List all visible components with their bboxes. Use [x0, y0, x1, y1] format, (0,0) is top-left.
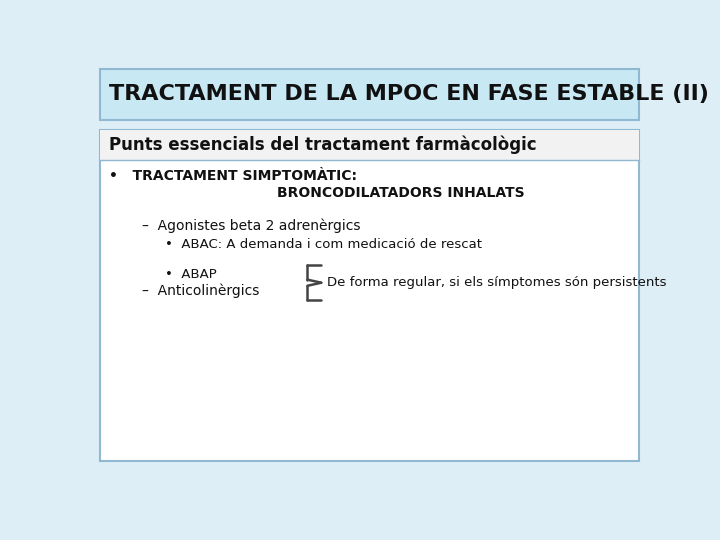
Text: BRONCODILATADORS INHALATS: BRONCODILATADORS INHALATS [276, 186, 524, 200]
Bar [99, 130, 639, 461]
Text: –  Anticolinèrgics: – Anticolinèrgics [142, 284, 259, 299]
Text: TRACTAMENT DE LA MPOC EN FASE ESTABLE (II): TRACTAMENT DE LA MPOC EN FASE ESTABLE (I… [109, 84, 708, 104]
Bar [99, 130, 639, 159]
Bar [99, 69, 639, 120]
Text: –  Agonistes beta 2 adrenèrgics: – Agonistes beta 2 adrenèrgics [142, 219, 360, 233]
Text: •  ABAP: • ABAP [165, 268, 217, 281]
Text: •  ABAC: A demanda i com medicació de rescat: • ABAC: A demanda i com medicació de res… [165, 239, 482, 252]
Text: Punts essencials del tractament farmàcològic: Punts essencials del tractament farmàcol… [109, 136, 536, 154]
Text: De forma regular, si els símptomes són persistents: De forma regular, si els símptomes són p… [328, 276, 667, 289]
Text: •   TRACTAMENT SIMPTOMÀTIC:: • TRACTAMENT SIMPTOMÀTIC: [109, 170, 356, 184]
